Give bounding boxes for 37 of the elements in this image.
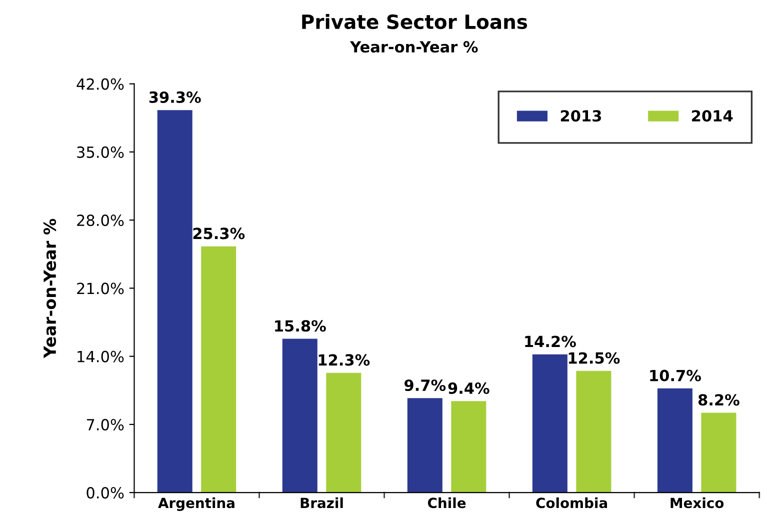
chart-subtitle: Year-on-Year % (350, 41, 478, 53)
data-label: 9.7% (404, 379, 446, 392)
y-tick-label: 7.0% (86, 418, 124, 430)
bar (701, 412, 736, 493)
bar (282, 338, 318, 493)
y-tick-label: 0.0% (86, 487, 124, 499)
y-tick-label: 28.0% (77, 214, 124, 226)
data-label: 25.3% (193, 228, 245, 240)
data-label: 8.2% (698, 394, 740, 406)
x-tick-label: Chile (428, 497, 466, 508)
y-axis-title: Year-on-Year % (43, 218, 56, 358)
bar (451, 401, 486, 493)
y-tick-label: 35.0% (77, 146, 124, 158)
data-label: 15.8% (275, 320, 326, 332)
bar (326, 372, 362, 493)
x-tick-label: Brazil (300, 497, 343, 508)
bar (157, 110, 192, 493)
x-tick-label: Mexico (670, 497, 724, 508)
bar (201, 246, 236, 493)
chart-title: Private Sector Loans (302, 14, 528, 30)
x-tick-label: Argentina (158, 497, 234, 511)
bar (407, 398, 442, 493)
bar (657, 388, 692, 493)
bar (576, 370, 612, 493)
data-label: 14.2% (525, 336, 576, 348)
y-tick-label: 42.0% (76, 78, 124, 90)
legend-label: 2013 (560, 110, 602, 122)
legend-label: 2014 (692, 110, 733, 122)
y-tick-label: 14.0% (78, 350, 124, 362)
data-label: 39.3% (149, 91, 201, 103)
data-label: 9.4% (448, 382, 490, 394)
data-label: 12.5% (568, 352, 620, 364)
bar (532, 354, 568, 493)
data-label: 12.3% (318, 354, 370, 366)
y-tick-label: 21.0% (77, 282, 124, 294)
x-tick-label: Colombia (536, 497, 607, 508)
data-label: 10.7% (650, 370, 701, 382)
